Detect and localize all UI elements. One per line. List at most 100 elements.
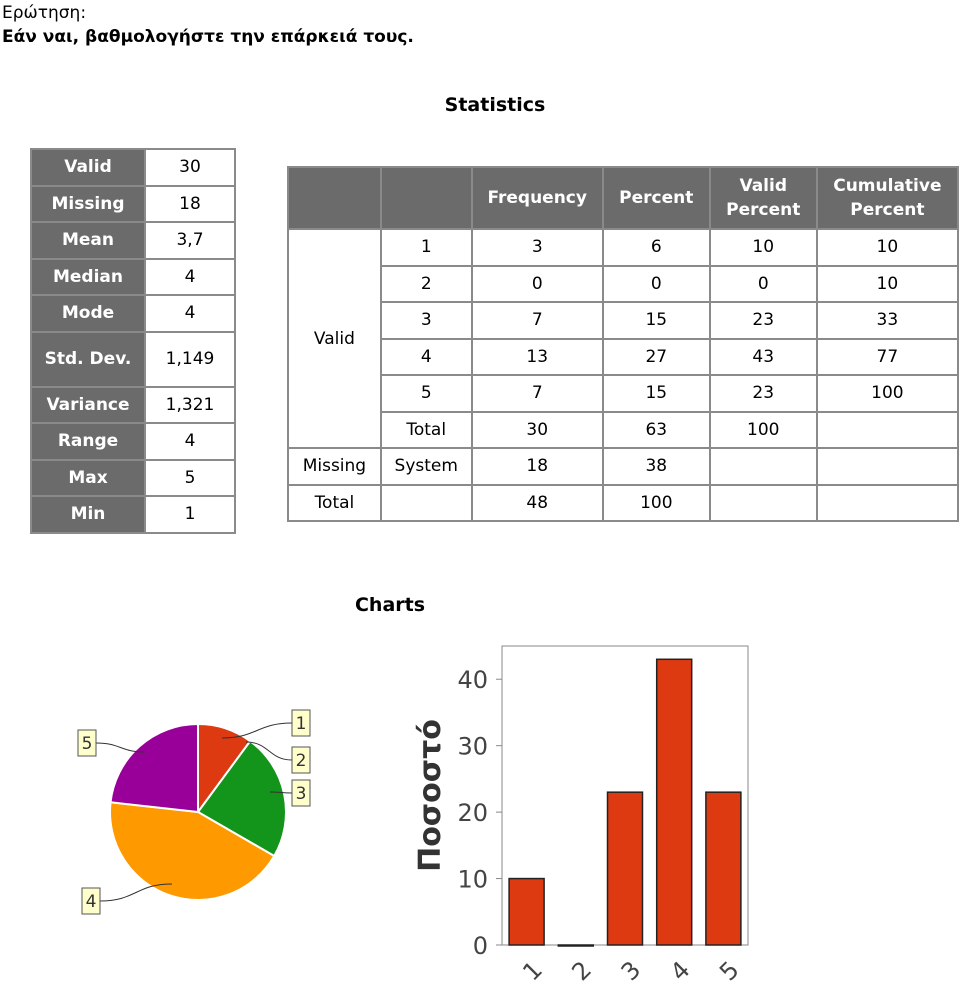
pie-label-leader <box>221 722 293 739</box>
table-cell: 15 <box>601 374 711 413</box>
pie-slice-4 <box>109 801 276 901</box>
table-cell: 7 <box>470 374 604 413</box>
table-row: 5 7 15 23 100 <box>288 374 960 413</box>
table-cell: 10 <box>815 228 960 267</box>
table-cell: 100 <box>815 374 960 413</box>
pie-label-leader <box>99 883 173 902</box>
table-cell: 10 <box>815 264 960 303</box>
statistics-key: Median <box>30 257 146 296</box>
statistics-value: 30 <box>144 148 236 187</box>
table-cell <box>815 483 960 522</box>
table-cell <box>708 483 818 522</box>
statistics-value: 1 <box>144 495 236 534</box>
bar-3 <box>606 791 644 946</box>
statistics-row: Std. Dev. 1,149 <box>30 330 236 388</box>
table-cell: 15 <box>601 301 711 340</box>
pie-label-box <box>291 779 311 807</box>
table-row: 3 7 15 23 33 <box>288 301 960 340</box>
table-row: Total 30 63 100 <box>288 410 960 449</box>
table-cell: 33 <box>815 301 960 340</box>
bar-4 <box>655 658 693 946</box>
statistics-value: 18 <box>144 184 236 223</box>
x-tick-label: 2 <box>566 956 597 987</box>
statistics-row: Variance 1,321 <box>30 385 236 424</box>
statistics-value: 1,149 <box>144 330 236 388</box>
header-cell-percent: Percent <box>601 166 711 230</box>
header-cell <box>379 166 473 230</box>
pie-label-leader <box>95 742 146 753</box>
statistics-value: 4 <box>144 294 236 333</box>
table-cell: 1 <box>379 228 473 267</box>
pie-label-box <box>77 729 97 757</box>
statistics-value: 5 <box>144 458 236 497</box>
table-cell <box>379 483 473 522</box>
statistics-key: Max <box>30 458 146 497</box>
table-cell: 3 <box>379 301 473 340</box>
table-cell: Missing <box>287 447 382 486</box>
table-cell: 100 <box>601 483 711 522</box>
statistics-row: Mean 3,7 <box>30 221 236 260</box>
statistics-row: Missing 18 <box>30 184 236 223</box>
group-label-valid: Valid <box>287 228 382 449</box>
table-cell: 5 <box>379 374 473 413</box>
header-cell-valid-percent: Valid Percent <box>708 166 818 230</box>
statistics-key: Std. Dev. <box>30 330 146 388</box>
pie-label-leader <box>269 791 293 794</box>
pie-label-4: 4 <box>86 892 97 912</box>
table-cell <box>815 410 960 449</box>
statistics-row: Valid 30 <box>30 148 236 187</box>
frequency-table-header-row: Frequency Percent Valid Percent Cumulati… <box>287 166 960 230</box>
statistics-table: Valid 30 Missing 18 Mean 3,7 Median 4 Mode 4 Std. … <box>30 148 236 534</box>
x-tick-label: 5 <box>714 956 745 987</box>
table-cell: 23 <box>708 301 818 340</box>
table-cell: 23 <box>708 374 818 413</box>
bar-chart: 0 10 20 30 40 1 2 3 4 5 Ποσοστό <box>413 645 749 987</box>
statistics-row: Min 1 <box>30 495 236 534</box>
statistics-key: Missing <box>30 184 146 223</box>
table-cell <box>815 447 960 486</box>
total-row: Total 48 100 <box>287 483 960 522</box>
y-axis-label: Ποσοστό <box>413 719 448 872</box>
statistics-value: 3,7 <box>144 221 236 260</box>
charts-title: Charts <box>354 594 426 616</box>
table-row: 4 13 27 43 77 <box>288 337 960 376</box>
table-cell: 77 <box>815 337 960 376</box>
table-cell: 7 <box>470 301 604 340</box>
table-cell: Total <box>287 483 382 522</box>
statistics-row: Mode 4 <box>30 294 236 333</box>
table-cell: 3 <box>470 228 604 267</box>
table-cell <box>708 447 818 486</box>
table-cell: 0 <box>601 264 711 303</box>
bar-2 <box>557 944 595 947</box>
statistics-key: Mode <box>30 294 146 333</box>
pie-slice-3 <box>196 739 287 858</box>
pie-chart: 1 2 3 4 5 <box>77 709 311 915</box>
pie-label-box <box>291 709 311 737</box>
pie-label-box <box>81 887 101 915</box>
table-cell: 0 <box>708 264 818 303</box>
header-cell <box>287 166 382 230</box>
frequency-table: Frequency Percent Valid Percent Cumulati… <box>287 166 960 522</box>
statistics-row: Max 5 <box>30 458 236 497</box>
table-cell: 43 <box>708 337 818 376</box>
pie-label-3: 3 <box>296 784 307 804</box>
table-cell: Total <box>379 410 473 449</box>
question-label: Ερώτηση: <box>2 3 87 23</box>
pie-label-box <box>291 746 311 774</box>
table-cell: 63 <box>601 410 711 449</box>
statistics-key: Valid <box>30 148 146 187</box>
pie-slice-5 <box>109 722 199 814</box>
statistics-key: Range <box>30 422 146 461</box>
statistics-row: Median 4 <box>30 257 236 296</box>
pie-label-1: 1 <box>296 714 307 734</box>
question-text: Εάν ναι, βαθμολογήστε την επάρκειά τους. <box>2 27 414 47</box>
table-cell: 13 <box>470 337 604 376</box>
table-cell: 10 <box>708 228 818 267</box>
table-row: Valid 1 3 6 10 10 <box>287 228 960 449</box>
statistics-key: Min <box>30 495 146 534</box>
header-cell-cumulative-percent: Cumulative Percent <box>815 166 960 230</box>
table-cell: 38 <box>601 447 711 486</box>
table-cell: 2 <box>379 264 473 303</box>
statistics-key: Variance <box>30 385 146 424</box>
